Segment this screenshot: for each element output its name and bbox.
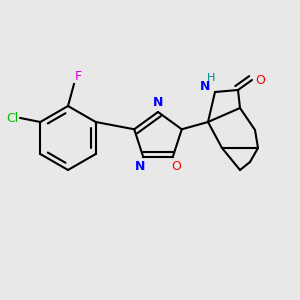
Text: N: N (153, 97, 163, 110)
Text: N: N (135, 160, 146, 173)
Text: O: O (171, 160, 181, 173)
Text: Cl: Cl (6, 112, 18, 124)
Text: N: N (200, 80, 210, 92)
Text: H: H (207, 73, 215, 83)
Text: O: O (255, 74, 265, 86)
Text: F: F (74, 70, 82, 83)
